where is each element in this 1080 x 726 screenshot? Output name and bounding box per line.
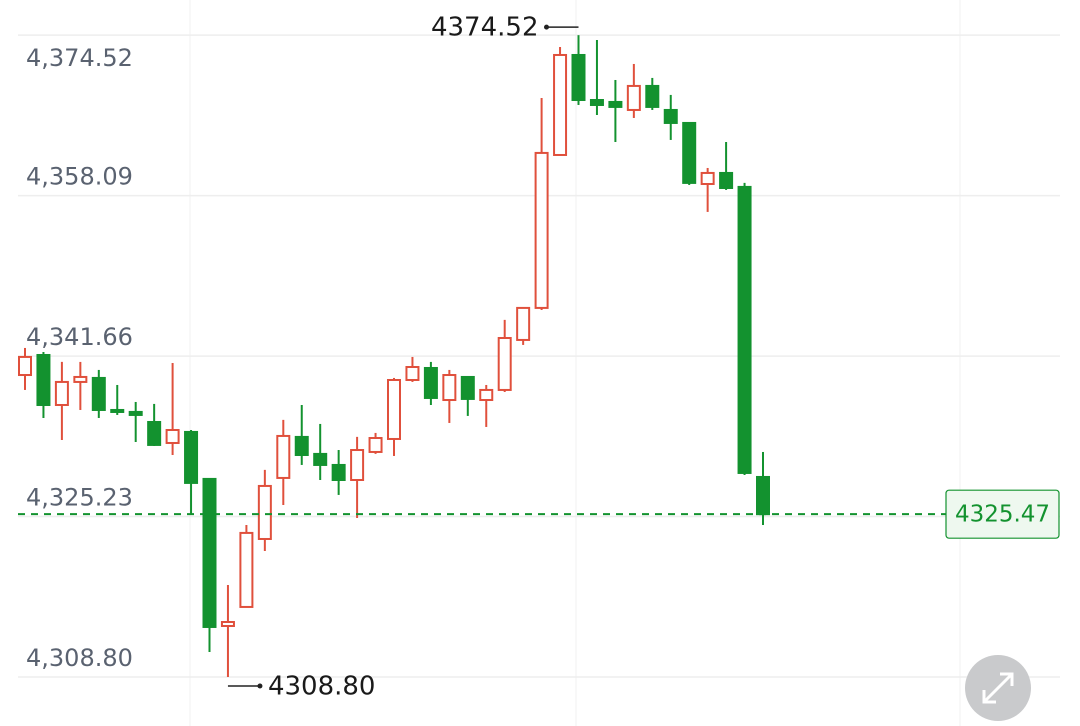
candle-body	[645, 84, 660, 108]
candle-body	[313, 452, 328, 466]
candle-body	[147, 420, 162, 446]
candle-body	[626, 84, 641, 111]
candle-body	[387, 378, 401, 440]
candle-body	[663, 108, 678, 124]
candle-body	[350, 449, 365, 481]
low-annotation: 4308.80	[268, 671, 376, 701]
candle-body	[479, 388, 494, 402]
candle-body	[54, 380, 69, 406]
candle-body	[239, 531, 254, 608]
candle-body	[553, 53, 568, 156]
candle-body	[220, 620, 235, 627]
candle-body	[202, 477, 217, 628]
candle-body	[276, 434, 291, 479]
candle-body	[368, 437, 383, 453]
candle-body	[589, 99, 604, 106]
candle-body	[73, 375, 88, 383]
y-tick-label: 4,325.23	[26, 484, 133, 512]
last-price-tag	[945, 489, 1060, 539]
candle-body	[756, 475, 770, 516]
candle-body	[682, 121, 697, 184]
expand-button[interactable]	[965, 655, 1031, 721]
candle-body	[165, 428, 180, 444]
candle-body	[719, 171, 734, 189]
candle-body	[405, 366, 420, 381]
y-tick-label: 4,308.80	[26, 644, 133, 672]
candle-body	[737, 185, 752, 474]
last-price-label: 4325.47	[955, 502, 1050, 528]
high-dot	[544, 24, 549, 30]
low-dot	[257, 683, 263, 689]
candle-body	[442, 374, 457, 402]
candle-body	[331, 463, 346, 481]
candle-body	[91, 376, 106, 411]
candle-body	[516, 306, 531, 341]
candle-body	[700, 171, 715, 185]
candle-body	[423, 366, 438, 399]
candle-body	[460, 375, 475, 400]
candle-body	[128, 410, 143, 416]
expand-icon	[982, 672, 1014, 704]
candle-body	[36, 353, 51, 406]
y-tick-label: 4,374.52	[26, 44, 133, 72]
candle-body	[608, 100, 623, 108]
candle-body	[184, 430, 199, 484]
candle-body	[571, 53, 586, 102]
y-tick-label: 4,341.66	[26, 323, 133, 351]
candle-body	[257, 484, 272, 540]
candle-body	[534, 151, 549, 309]
candle-body	[18, 355, 32, 377]
candle-body	[294, 435, 309, 456]
candle-body	[110, 408, 125, 413]
high-annotation: 4374.52	[431, 13, 539, 43]
candle-body	[497, 336, 512, 391]
y-tick-label: 4,358.09	[26, 163, 133, 191]
